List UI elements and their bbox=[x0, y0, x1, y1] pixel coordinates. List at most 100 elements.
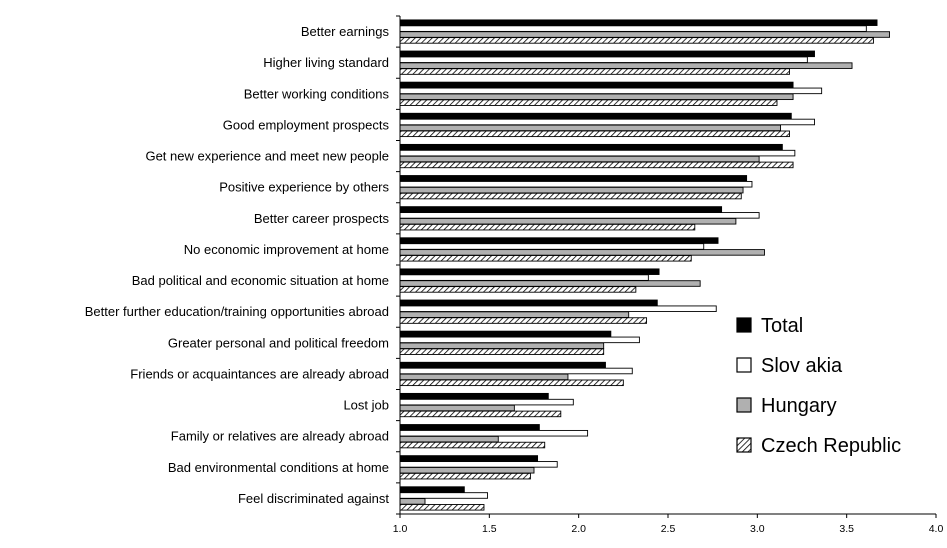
bar-total-bad-environmental-conditions-at-home bbox=[399, 455, 539, 462]
category-label: Greater personal and political freedom bbox=[168, 335, 389, 350]
category-label: Bad environmental conditions at home bbox=[168, 460, 389, 475]
legend-label-total: Total bbox=[761, 315, 803, 337]
bar-hungary-feel-discriminated-against bbox=[399, 498, 426, 505]
category-labels: Better earnings Higher living standard Bet… bbox=[85, 24, 390, 506]
legend-swatch-czech-republic bbox=[736, 437, 752, 453]
category-label: No economic improvement at home bbox=[184, 242, 389, 257]
category-label: Feel discriminated against bbox=[238, 491, 389, 506]
bar-czech-republic-better-career-prospects bbox=[399, 223, 696, 231]
category-label: Higher living standard bbox=[263, 55, 389, 70]
bar-hungary-better-career-prospects bbox=[399, 218, 737, 225]
bar-total-feel-discriminated-against bbox=[399, 486, 465, 493]
bar-czech-republic-good-employment-prospects bbox=[399, 130, 790, 138]
bar-hungary-get-new-experience-and-meet-new-people bbox=[399, 155, 760, 163]
bar-total-bad-political-and-economic-situation-at-home bbox=[399, 268, 660, 275]
bar-slov-akia-family-or-relatives-are-already-abroad bbox=[399, 429, 589, 437]
bar-slov-akia-feel-discriminated-against bbox=[399, 492, 489, 499]
bar-total-positive-experience-by-others bbox=[399, 175, 748, 182]
legend-label-hungary: Hungary bbox=[761, 395, 837, 417]
legend-swatch-slov-akia bbox=[736, 357, 752, 373]
category-label: Better earnings bbox=[301, 24, 390, 39]
bar-slov-akia-bad-political-and-economic-situation-at-home bbox=[399, 274, 649, 281]
bar-hungary-better-earnings bbox=[399, 31, 890, 38]
category-label: Better working conditions bbox=[244, 86, 390, 101]
bar-slov-akia-greater-personal-and-political-freedom bbox=[399, 336, 640, 344]
x-tick-label: 3.0 bbox=[750, 523, 765, 535]
bar-czech-republic-friends-or-acquaintances-are-already-abroad bbox=[399, 379, 624, 387]
bar-total-better-career-prospects bbox=[399, 206, 723, 213]
bar-czech-republic-better-further-education-training-opportunities-abroad bbox=[399, 317, 648, 324]
bars-layer bbox=[399, 19, 890, 511]
bar-slov-akia-better-career-prospects bbox=[399, 212, 760, 219]
bar-slov-akia-better-earnings bbox=[399, 25, 867, 32]
category-label: Bad political and economic situation at … bbox=[132, 273, 389, 288]
bar-hungary-bad-environmental-conditions-at-home bbox=[399, 467, 535, 474]
bar-czech-republic-lost-job bbox=[399, 410, 562, 418]
category-label: Better further education/training opport… bbox=[85, 304, 389, 319]
category-label: Better career prospects bbox=[254, 211, 390, 226]
bar-slov-akia-get-new-experience-and-meet-new-people bbox=[399, 149, 796, 157]
bar-slov-akia-better-working-conditions bbox=[399, 87, 823, 95]
legend-swatch-total bbox=[736, 317, 752, 333]
bar-total-better-further-education-training-opportunities-abroad bbox=[399, 299, 658, 307]
bar-czech-republic-greater-personal-and-political-freedom bbox=[399, 348, 605, 355]
category-label: Family or relatives are already abroad bbox=[171, 429, 389, 444]
category-label: Friends or acquaintances are already abr… bbox=[130, 366, 389, 381]
bar-czech-republic-bad-environmental-conditions-at-home bbox=[399, 472, 531, 480]
bar-czech-republic-positive-experience-by-others bbox=[399, 192, 742, 200]
bar-slov-akia-no-economic-improvement-at-home bbox=[399, 243, 705, 250]
bar-hungary-greater-personal-and-political-freedom bbox=[399, 342, 605, 350]
bar-czech-republic-better-earnings bbox=[399, 37, 874, 44]
bar-total-higher-living-standard bbox=[399, 50, 815, 58]
legend-label-slov-akia: Slov akia bbox=[761, 355, 843, 377]
bar-total-family-or-relatives-are-already-abroad bbox=[399, 424, 540, 431]
bar-hungary-positive-experience-by-others bbox=[399, 186, 744, 194]
bar-slov-akia-better-further-education-training-opportunities-abroad bbox=[399, 305, 717, 312]
bar-hungary-good-employment-prospects bbox=[399, 124, 782, 132]
bar-slov-akia-lost-job bbox=[399, 398, 574, 406]
bar-hungary-friends-or-acquaintances-are-already-abroad bbox=[399, 373, 569, 381]
x-tick-label: 1.0 bbox=[393, 523, 408, 535]
bar-total-no-economic-improvement-at-home bbox=[399, 237, 719, 244]
legend-label-czech-republic: Czech Republic bbox=[761, 435, 901, 457]
bar-czech-republic-family-or-relatives-are-already-abroad bbox=[399, 441, 546, 449]
x-tick-label: 3.5 bbox=[839, 523, 854, 535]
x-tick-label: 4.0 bbox=[929, 523, 944, 535]
legend: Total Slov akia Hungary Czech Republic bbox=[736, 315, 901, 457]
bar-slov-akia-bad-environmental-conditions-at-home bbox=[399, 461, 558, 468]
bar-hungary-family-or-relatives-are-already-abroad bbox=[399, 435, 499, 443]
category-label: Get new experience and meet new people bbox=[145, 149, 389, 164]
bar-total-friends-or-acquaintances-are-already-abroad bbox=[399, 361, 606, 369]
category-label: Good employment prospects bbox=[223, 117, 390, 132]
bar-slov-akia-positive-experience-by-others bbox=[399, 180, 753, 188]
x-tick-label: 2.0 bbox=[571, 523, 586, 535]
x-tick-label: 2.5 bbox=[661, 523, 676, 535]
x-tick-label: 1.5 bbox=[482, 523, 497, 535]
bar-czech-republic-higher-living-standard bbox=[399, 68, 790, 75]
bar-czech-republic-better-working-conditions bbox=[399, 99, 778, 106]
bar-hungary-bad-political-and-economic-situation-at-home bbox=[399, 280, 701, 287]
bar-total-good-employment-prospects bbox=[399, 112, 792, 120]
bar-hungary-higher-living-standard bbox=[399, 62, 853, 69]
axes: 1.0 1.5 2.0 2.5 3.0 3.5 4.0 bbox=[393, 15, 944, 535]
bar-total-get-new-experience-and-meet-new-people bbox=[399, 143, 783, 151]
bar-slov-akia-good-employment-prospects bbox=[399, 118, 815, 126]
bar-total-lost-job bbox=[399, 392, 549, 400]
bar-slov-akia-friends-or-acquaintances-are-already-abroad bbox=[399, 367, 633, 375]
bar-total-better-working-conditions bbox=[399, 81, 794, 89]
category-label: Lost job bbox=[343, 398, 389, 413]
bar-hungary-better-working-conditions bbox=[399, 93, 794, 101]
bar-hungary-lost-job bbox=[399, 404, 515, 412]
category-label: Positive experience by others bbox=[219, 180, 389, 195]
bar-czech-republic-feel-discriminated-against bbox=[399, 504, 485, 511]
bar-total-better-earnings bbox=[399, 19, 878, 26]
bar-total-greater-personal-and-political-freedom bbox=[399, 330, 612, 338]
bar-hungary-better-further-education-training-opportunities-abroad bbox=[399, 311, 630, 318]
legend-swatch-hungary bbox=[736, 397, 752, 413]
bar-czech-republic-bad-political-and-economic-situation-at-home bbox=[399, 286, 637, 293]
bar-czech-republic-no-economic-improvement-at-home bbox=[399, 255, 692, 262]
bar-slov-akia-higher-living-standard bbox=[399, 56, 808, 63]
bar-czech-republic-get-new-experience-and-meet-new-people bbox=[399, 161, 794, 169]
